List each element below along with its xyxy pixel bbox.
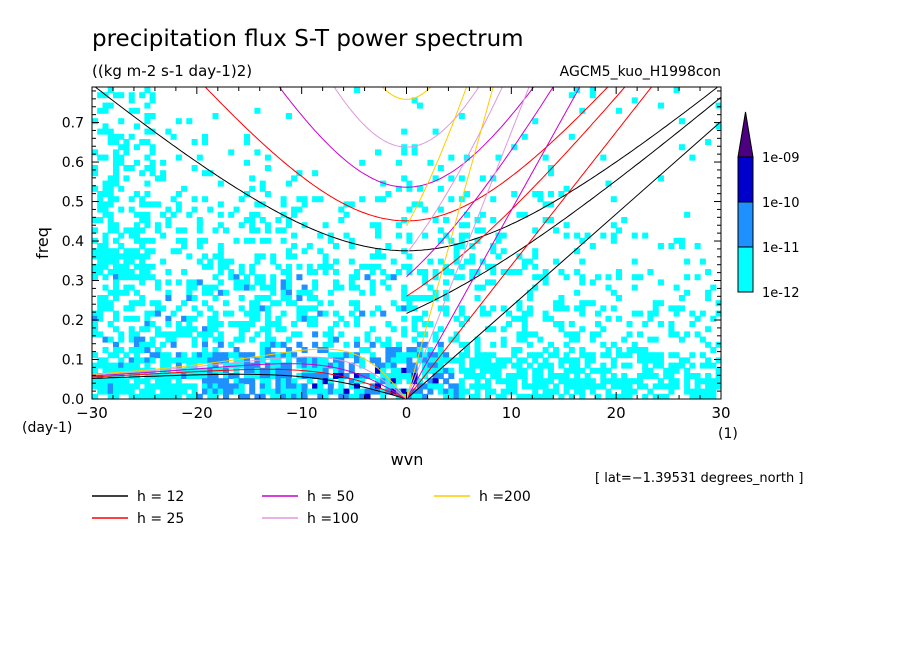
mrg-curve — [406, 87, 626, 297]
mrg-curve — [406, 87, 468, 227]
latitude-note: [ lat=−1.39531 degrees_north ] — [595, 471, 803, 486]
run-label: AGCM5_kuo_H1998con — [560, 64, 721, 80]
y-axis: 0.0 0.1 0.2 0.3 0.4 0.5 0.6 0.7 — [62, 90, 721, 408]
kelvin-line — [406, 87, 494, 399]
x-tick-label: 10 — [502, 404, 521, 422]
ig-curve — [204, 87, 609, 222]
y-axis-unit: (day-1) — [22, 420, 72, 436]
legend-label: h = 50 — [307, 489, 354, 505]
curve-h-200 — [92, 87, 494, 399]
colorbar-segment — [737, 246, 754, 293]
dispersion-curves — [92, 87, 721, 399]
legend-label: h = 12 — [137, 489, 184, 505]
rossby-curve — [92, 363, 407, 399]
y-tick-label: 0.5 — [62, 195, 84, 211]
rossby-curve — [92, 348, 407, 399]
ig-curve — [333, 87, 480, 148]
spectrum-contour-fill — [92, 87, 721, 399]
x-tick-label: 20 — [607, 404, 626, 422]
x-axis-unit: (1) — [718, 426, 738, 442]
mrg-curve — [406, 87, 503, 254]
colorbar-segment — [737, 156, 754, 203]
y-tick-label: 0.1 — [62, 353, 84, 369]
colorbar: 1e-12 1e-11 1e-10 1e-09 — [737, 111, 800, 301]
kelvin-line — [406, 87, 653, 399]
curve-legend: h = 12 h = 25 h = 50 h =100 h =200 — [92, 489, 531, 527]
x-tick-label: −30 — [76, 404, 108, 422]
kelvin-line — [406, 87, 530, 399]
y-tick-label: 0.2 — [62, 313, 84, 329]
x-tick-label: −10 — [286, 404, 318, 422]
x-tick-label: −20 — [181, 404, 213, 422]
y-tick-label: 0.0 — [62, 392, 84, 408]
curve-h-12 — [92, 87, 721, 399]
x-tick-label: 0 — [402, 404, 412, 422]
curve-h-25 — [92, 87, 653, 399]
kelvin-line — [406, 121, 721, 399]
chart-units: ((kg m-2 s-1 day-1)2) — [92, 62, 252, 80]
rossby-curve — [92, 356, 407, 399]
curve-h-100 — [92, 87, 530, 399]
ig-curve — [381, 87, 432, 100]
x-axis: −30 −20 −10 0 10 20 30 — [76, 87, 731, 422]
rossby-curve — [92, 373, 407, 399]
kelvin-line — [406, 87, 581, 399]
y-tick-label: 0.4 — [62, 234, 84, 250]
ig-curve — [278, 87, 535, 188]
y-tick-label: 0.6 — [62, 155, 84, 171]
x-axis-label: wvn — [391, 450, 424, 469]
chart-title: precipitation flux S-T power spectrum — [92, 26, 524, 52]
mrg-curve — [406, 87, 554, 278]
legend-label: h =100 — [307, 511, 359, 527]
colorbar-label: 1e-12 — [762, 286, 800, 301]
curve-h-50 — [92, 87, 581, 399]
mrg-curve — [406, 96, 721, 314]
colorbar-extension — [737, 111, 754, 158]
legend-label: h =200 — [479, 489, 531, 505]
colorbar-label: 1e-11 — [762, 241, 800, 256]
colorbar-label: 1e-09 — [762, 151, 800, 166]
x-tick-label: 30 — [711, 404, 730, 422]
ig-curve — [94, 87, 719, 252]
rossby-curve — [92, 368, 407, 399]
y-tick-label: 0.3 — [62, 274, 84, 290]
colorbar-label: 1e-10 — [762, 196, 800, 211]
colorbar-segment — [737, 201, 754, 248]
y-tick-label: 0.7 — [62, 116, 84, 132]
y-axis-label: freq — [33, 227, 52, 259]
legend-label: h = 25 — [137, 511, 184, 527]
